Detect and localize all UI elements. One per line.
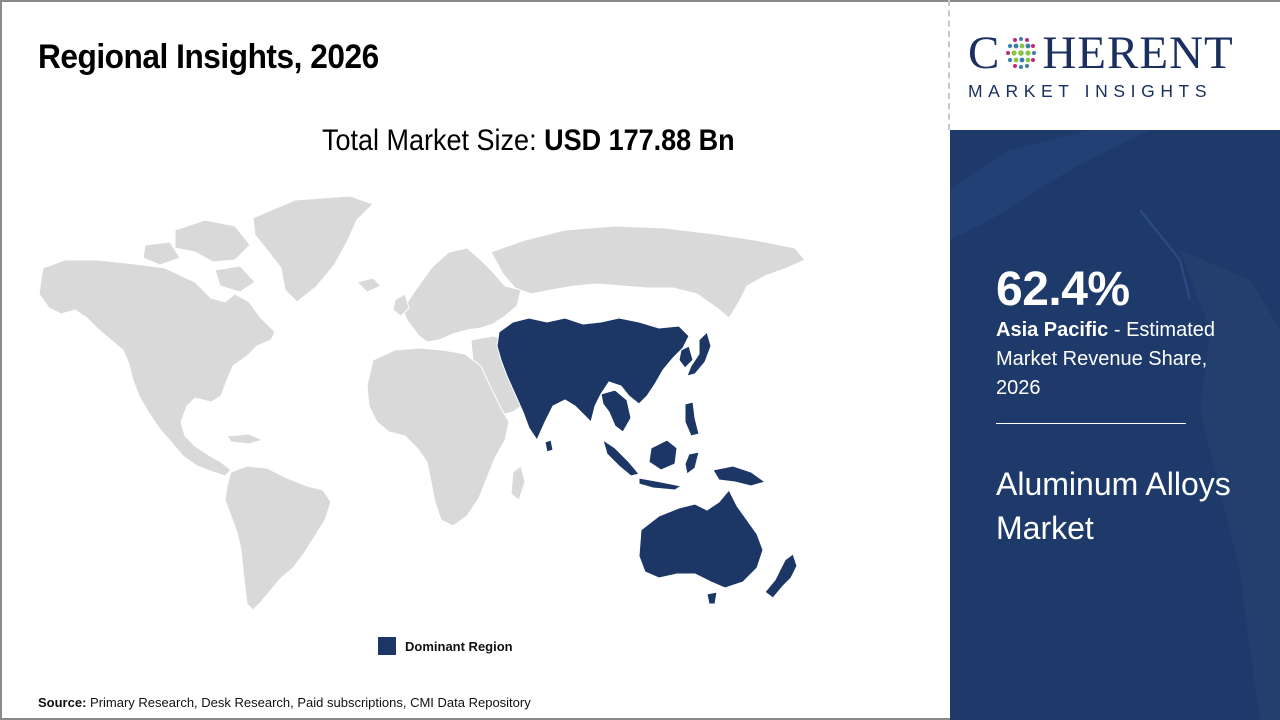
uk (392, 293, 410, 317)
legend-swatch-dominant (378, 637, 396, 655)
russia (490, 225, 806, 319)
logo-letters-herent: HERENT (1042, 27, 1234, 79)
panel-background-map-texture (950, 130, 1280, 720)
company-logo: C HERENT MARKET INSIGHTS (968, 30, 1268, 102)
asia-mainland-dominant (496, 317, 690, 442)
sumatra-dominant (602, 438, 640, 477)
logo-wordmark: C HERENT (968, 30, 1268, 77)
south-america (224, 465, 332, 611)
north-america (38, 259, 276, 477)
insight-panel: 62.4% Asia Pacific - Estimated Market Re… (950, 130, 1280, 720)
globe-dots-icon (1006, 36, 1037, 69)
greenland (252, 195, 374, 303)
java-dominant (638, 477, 683, 491)
market-name: Aluminum Alloys Market (996, 466, 1231, 546)
sri-lanka-dominant (544, 439, 554, 453)
share-description-text: - Estimated Market Revenue Share, 2026 (996, 319, 1215, 399)
page-title: Regional Insights, 2026 (38, 38, 379, 76)
africa (366, 347, 510, 527)
europe (402, 247, 522, 343)
panel-divider (996, 423, 1186, 424)
arctic-islands (142, 219, 256, 293)
southeast-asia-dominant (600, 389, 632, 433)
legend-label: Dominant Region (405, 638, 513, 654)
madagascar (510, 465, 526, 501)
source-note: Source: Primary Research, Desk Research,… (38, 695, 531, 710)
logo-letter-c: C (968, 27, 1001, 79)
world-map (38, 195, 806, 611)
iceland (356, 277, 382, 293)
philippines-dominant (684, 401, 700, 437)
australia-dominant (638, 489, 764, 589)
region-share-description: Asia Pacific - Estimated Market Revenue … (996, 316, 1256, 403)
source-label: Source: (38, 695, 87, 710)
japan-dominant (686, 331, 712, 377)
logo-subtitle: MARKET INSIGHTS (968, 81, 1213, 101)
borneo-dominant (648, 439, 678, 471)
tasmania-dominant (706, 591, 718, 605)
sulawesi-dominant (684, 451, 700, 475)
market-size-value: USD 177.88 Bn (544, 124, 735, 157)
region-share-stat: 62.4% (996, 263, 1130, 316)
total-market-size: Total Market Size: USD 177.88 Bn (322, 124, 735, 158)
korea-dominant (678, 345, 694, 369)
new-zealand-dominant (764, 553, 798, 599)
market-size-label: Total Market Size: (322, 124, 545, 157)
dominant-region-name: Asia Pacific (996, 319, 1109, 341)
map-legend: Dominant Region (378, 637, 513, 655)
caribbean (226, 433, 265, 445)
new-guinea-dominant (712, 465, 767, 487)
source-text: Primary Research, Desk Research, Paid su… (86, 695, 531, 710)
divider (948, 0, 950, 130)
